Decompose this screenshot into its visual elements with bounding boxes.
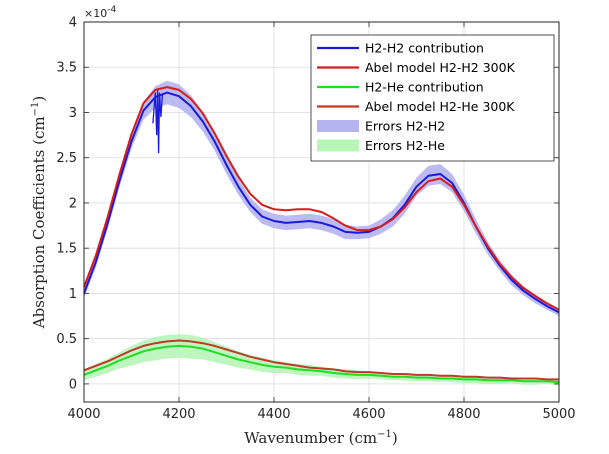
line-h2-h2-contribution-spikes: [152, 89, 164, 154]
y-axis-exponent: ×10-4: [84, 5, 116, 20]
y-tick-label: 3.5: [56, 61, 77, 76]
y-tick-label: 4: [69, 16, 77, 31]
x-tick-label: 4600: [352, 407, 385, 422]
band-errors-h2-he: [84, 334, 559, 386]
legend-swatch-errors-h2-he: [317, 139, 359, 152]
x-tick-label: 4000: [67, 407, 100, 422]
y-axis-title: Absorption Coefficients (cm−1): [30, 96, 48, 329]
plot-frame: [83, 21, 560, 403]
band-errors-h2-h2: [84, 80, 559, 316]
axis-ticks: 4000 4200 4400 4600 4800 5000 0 0.5 1 1.5 2 2.5 3 3.5…: [56, 16, 575, 423]
legend-label-abel-model-h2-he-300k: Abel model H2-He 300K: [365, 99, 515, 114]
x-tick-label: 5000: [542, 407, 575, 422]
y-tick-label: 1.5: [56, 242, 77, 257]
y-tick-label: 2.5: [56, 151, 77, 166]
line-h2-he-contribution: [83, 344, 560, 384]
y-tick-label: 0.5: [56, 332, 77, 347]
legend-label-h2-he-contribution: H2-He contribution: [365, 80, 484, 95]
x-tick-label: 4800: [447, 407, 480, 422]
legend-swatch-errors-h2-h2: [317, 120, 359, 132]
legend-label-abel-model-h2-h2-300k: Abel model H2-H2 300K: [365, 60, 516, 75]
legend-label-errors-h2-he: Errors H2-He: [365, 138, 445, 153]
y-tick-label: 3: [69, 106, 77, 121]
y-tick-label: 0: [69, 377, 77, 392]
line-abel-model-h2-he-300k: [83, 339, 559, 381]
x-tick-label: 4200: [162, 407, 195, 422]
x-axis-title: Wavenumber (cm−1): [244, 429, 397, 447]
line-abel-model-h2-h2-300k: [83, 86, 560, 311]
legend-entries: H2-H2 contribution Abel model H2-H2 300K H…: [317, 41, 516, 153]
legend: H2-H2 contribution Abel model H2-H2 300K H…: [310, 34, 555, 162]
y-tick-label: 2: [69, 196, 77, 211]
error-bands: [84, 80, 559, 386]
legend-label-errors-h2-h2: Errors H2-H2: [365, 119, 445, 134]
x-tick-label: 4400: [257, 407, 290, 422]
series-lines: [83, 86, 560, 384]
y-tick-label: 1: [69, 287, 77, 302]
legend-label-h2-h2-contribution: H2-H2 contribution: [365, 41, 484, 56]
